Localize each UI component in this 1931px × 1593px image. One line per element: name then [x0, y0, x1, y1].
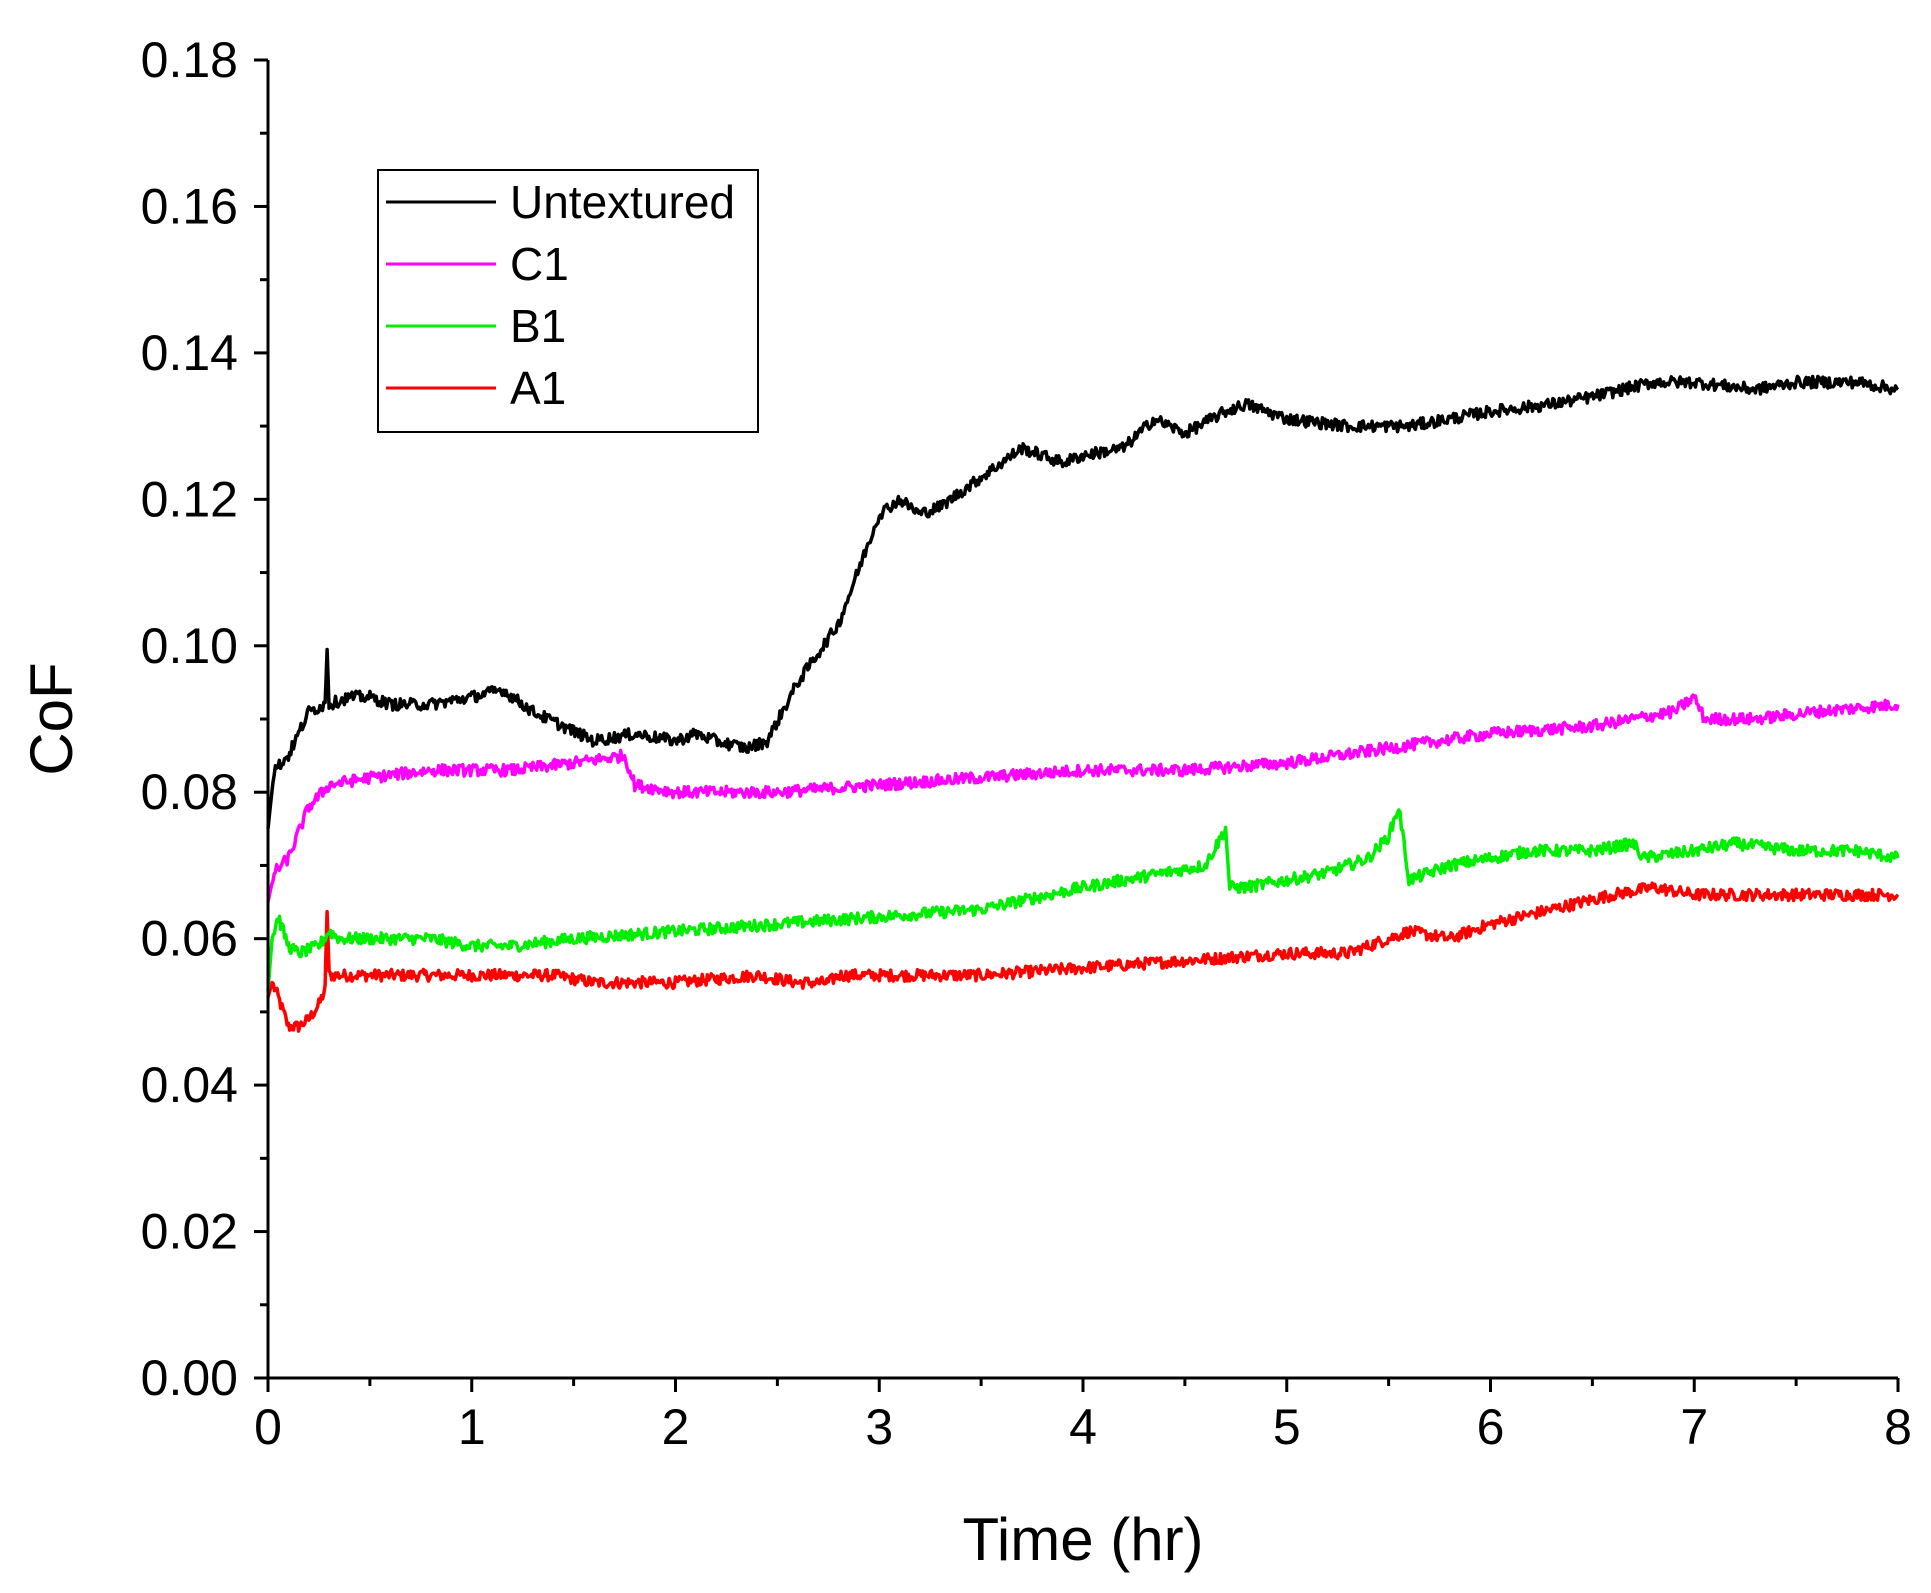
series-line-b1: [266, 808, 1900, 991]
x-axis-title: Time (hr): [962, 1506, 1203, 1573]
series-line-untextured: [266, 374, 1900, 829]
series-line-a1: [266, 881, 1900, 1033]
x-tick-label: 6: [1477, 1399, 1505, 1455]
y-tick-label: 0.08: [141, 764, 238, 820]
y-tick-label: 0.00: [141, 1350, 238, 1406]
y-axis-ticks: 0.00 0.02 0.04 0.06 0.08 0.10 0.12 0.14 0.16 0.18: [141, 32, 268, 1406]
y-tick-label: 0.18: [141, 32, 238, 88]
y-tick-label: 0.02: [141, 1204, 238, 1260]
legend-box: [377, 169, 759, 433]
legend-label-untextured: Untextured: [510, 176, 735, 228]
y-tick-label: 0.14: [141, 325, 238, 381]
y-tick-label: 0.04: [141, 1057, 238, 1113]
y-tick-label: 0.06: [141, 911, 238, 967]
x-tick-label: 2: [662, 1399, 690, 1455]
series-layer: [266, 374, 1900, 1033]
y-tick-label: 0.10: [141, 618, 238, 674]
legend-label-b1: B1: [510, 300, 566, 352]
y-tick-label: 0.16: [141, 178, 238, 234]
series-line-c1: [266, 693, 1900, 903]
x-tick-label: 4: [1069, 1399, 1097, 1455]
x-axis-ticks: 0 1 2 3 4 5 6 7 8: [254, 1378, 1912, 1455]
legend-label-a1: A1: [510, 362, 566, 414]
y-axis-title: CoF: [18, 662, 85, 775]
x-tick-label: 8: [1884, 1399, 1912, 1455]
legend-label-c1: C1: [510, 238, 569, 290]
x-tick-label: 0: [254, 1399, 282, 1455]
x-tick-label: 7: [1680, 1399, 1708, 1455]
legend: Untextured C1 B1 A1: [377, 169, 759, 433]
y-tick-label: 0.12: [141, 471, 238, 527]
x-tick-label: 3: [865, 1399, 893, 1455]
x-tick-label: 1: [458, 1399, 486, 1455]
x-tick-label: 5: [1273, 1399, 1301, 1455]
plot-area: 0.00 0.02 0.04 0.06 0.08 0.10 0.12 0.14 0.16 0.18…: [141, 32, 1912, 1455]
